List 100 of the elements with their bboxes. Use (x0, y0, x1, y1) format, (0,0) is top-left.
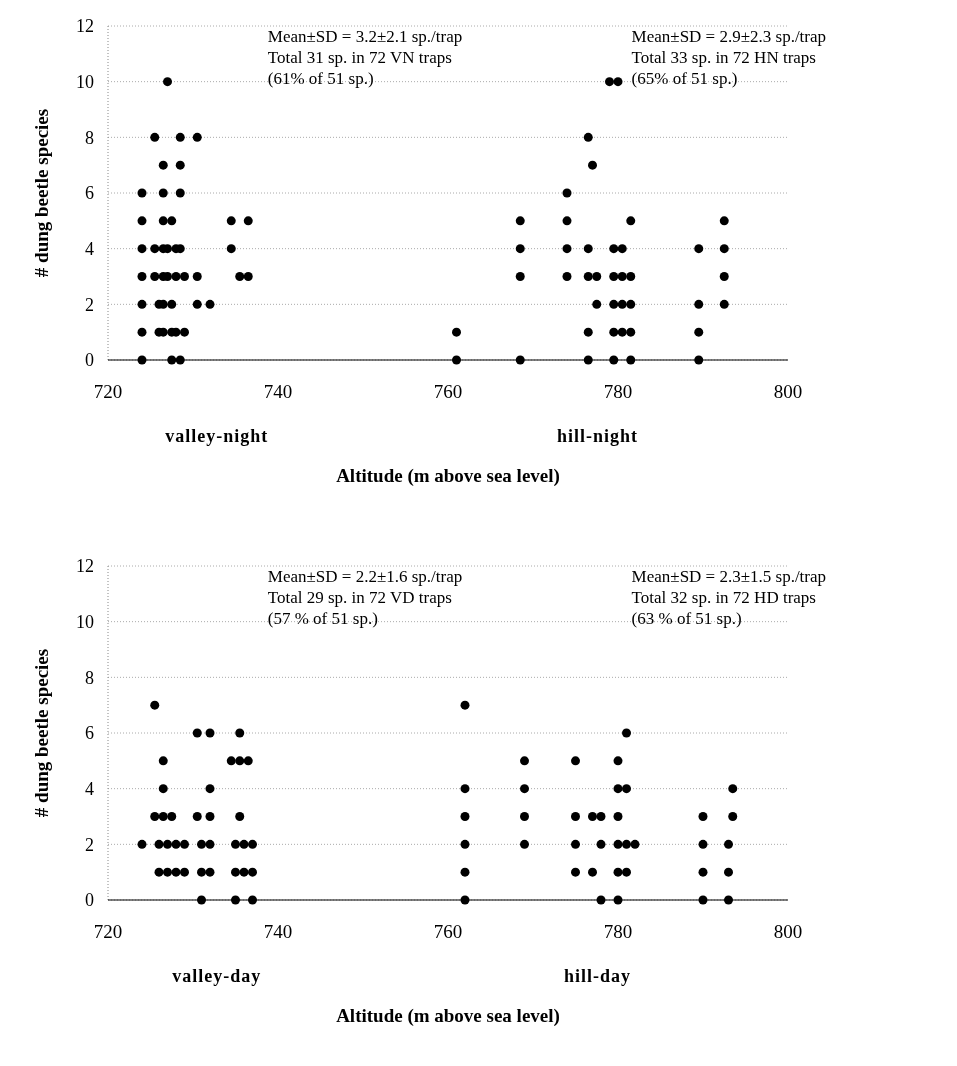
point (180, 839, 189, 849)
point (158, 160, 168, 170)
point (698, 867, 708, 877)
point (137, 244, 147, 254)
x-tick-label: 720 (93, 381, 123, 402)
text: hill-day (564, 966, 632, 986)
point (460, 812, 470, 821)
point (583, 327, 593, 337)
point (460, 839, 470, 849)
point (158, 756, 168, 766)
point (226, 756, 236, 766)
point (622, 728, 631, 738)
point (583, 272, 593, 281)
point (613, 784, 623, 794)
point (137, 299, 147, 309)
point (154, 867, 164, 877)
point (163, 839, 172, 849)
point (235, 812, 245, 821)
point (613, 895, 623, 905)
point (226, 216, 236, 226)
y-tick-label: 6 (85, 183, 94, 204)
point (248, 895, 257, 905)
y-tick-label: 2 (85, 834, 94, 855)
point (192, 299, 202, 309)
point (694, 299, 704, 309)
point (158, 216, 168, 226)
y-tick-label: 12 (76, 556, 94, 577)
point (622, 784, 631, 794)
point (588, 160, 597, 170)
annotation: Mean±SD = 2.3±1.5 sp./trap Total 32 sp. in 72 HD traps (63 % of 51 sp.) (631, 566, 827, 629)
point (719, 216, 729, 226)
point (167, 812, 177, 821)
point (724, 839, 733, 849)
point (613, 867, 623, 877)
point (175, 188, 185, 198)
point (588, 867, 597, 877)
point (137, 272, 147, 281)
point (171, 867, 181, 877)
point (150, 272, 160, 281)
y-tick-label: 8 (85, 127, 94, 148)
point (248, 839, 257, 849)
point (694, 327, 704, 337)
point (698, 895, 708, 905)
point (158, 188, 168, 198)
y-tick-label: 6 (85, 723, 94, 744)
point (180, 272, 189, 281)
point (171, 272, 181, 281)
point (571, 812, 580, 821)
annotation: Mean±SD = 2.2±1.6 sp./trap Total 29 sp. in 72 VD traps (57 % of 51 sp.) (267, 566, 463, 629)
point (235, 272, 245, 281)
x-tick-label: 740 (263, 921, 293, 942)
point (728, 784, 738, 794)
point (592, 299, 602, 309)
point (613, 756, 623, 766)
y-tick-label: 10 (76, 611, 94, 632)
point (609, 299, 619, 309)
y-axis-title: # dung beetle species (31, 108, 52, 278)
y-tick-label: 2 (85, 294, 94, 315)
point (515, 272, 525, 281)
point (719, 244, 729, 254)
point (562, 244, 572, 254)
point (698, 839, 708, 849)
y-axis-title: # dung beetle species (31, 648, 52, 818)
point (205, 299, 215, 309)
point (571, 867, 580, 877)
x-tick-label: 780 (603, 381, 633, 402)
point (180, 867, 189, 877)
point (150, 812, 160, 821)
point (163, 77, 172, 87)
point (137, 839, 147, 849)
point (192, 132, 202, 142)
point (460, 784, 470, 794)
text: valley-day (172, 966, 262, 986)
point (243, 216, 253, 226)
point (167, 355, 177, 365)
point (583, 244, 593, 254)
point (698, 812, 708, 821)
point (137, 327, 147, 337)
point (452, 327, 461, 337)
point (175, 355, 185, 365)
point (617, 244, 627, 254)
point (562, 188, 572, 198)
annotation: Mean±SD = 3.2±2.1 sp./trap Total 31 sp. in 72 VN traps (61% of 51 sp.) (267, 26, 463, 89)
point (630, 839, 640, 849)
point (626, 272, 636, 281)
point (626, 355, 636, 365)
point (719, 272, 729, 281)
point (520, 784, 529, 794)
point (158, 812, 168, 821)
point (515, 244, 525, 254)
point (613, 839, 623, 849)
point (626, 299, 636, 309)
point (562, 216, 572, 226)
point (609, 272, 619, 281)
text: hill-night (557, 426, 639, 446)
point (235, 756, 245, 766)
point (609, 355, 619, 365)
point (571, 839, 580, 849)
text: valley-night (165, 426, 269, 446)
point (605, 77, 614, 87)
